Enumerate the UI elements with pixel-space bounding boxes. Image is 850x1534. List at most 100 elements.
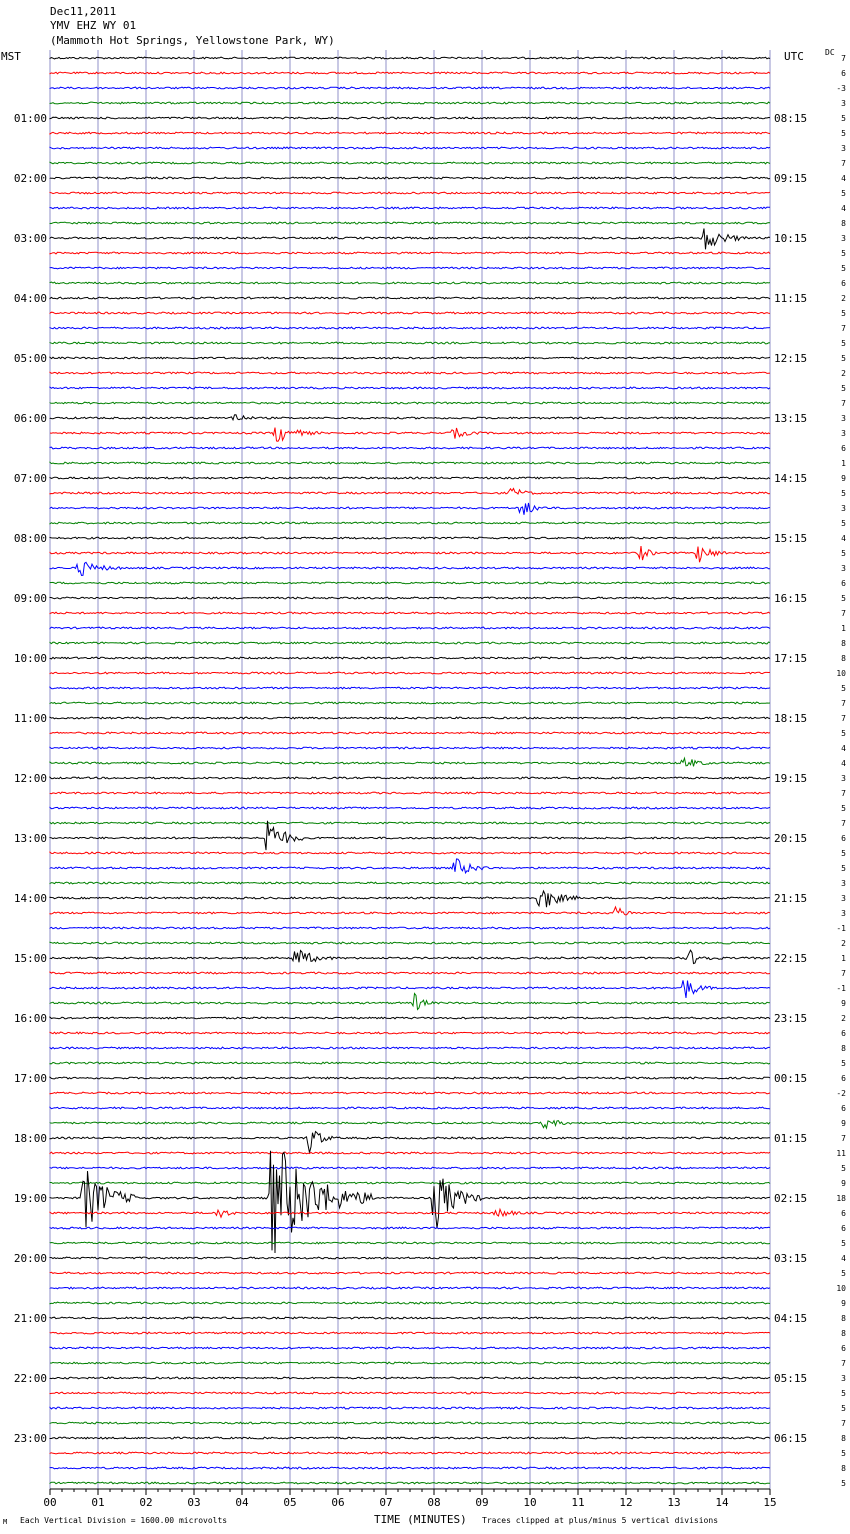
trace-line — [49, 806, 771, 810]
trace-line — [49, 1286, 771, 1290]
trace-line — [49, 296, 771, 300]
dc-offset-label: 8 — [841, 654, 846, 663]
dc-offset-label: -1 — [836, 924, 846, 933]
dc-offset-label: 6 — [841, 1224, 846, 1233]
mst-hour-label: 02:00 — [14, 172, 47, 185]
station-code: YMV EHZ WY 01 — [50, 19, 137, 32]
dc-offset-label: 8 — [841, 639, 846, 648]
dc-offset-label: 5 — [841, 849, 846, 858]
trace-line — [49, 101, 771, 105]
dc-offset-label: 3 — [841, 99, 846, 108]
dc-offset-label: 7 — [841, 609, 846, 618]
dc-offset-label: 4 — [841, 1254, 846, 1263]
trace-line — [49, 1421, 771, 1425]
trace-line — [49, 881, 771, 885]
dc-axis-title: DC — [825, 48, 835, 57]
dc-offset-label: 5 — [841, 339, 846, 348]
dc-offset-label: 6 — [841, 444, 846, 453]
trace-line — [49, 1301, 771, 1305]
trace-line — [49, 1481, 770, 1485]
trace-line — [49, 889, 771, 908]
x-tick-label: 13 — [667, 1496, 680, 1509]
trace-line — [49, 161, 771, 165]
utc-hour-label: 11:15 — [774, 292, 807, 305]
utc-hour-label: 13:15 — [774, 412, 807, 425]
utc-hour-label: 15:15 — [774, 532, 807, 545]
mst-hour-label: 11:00 — [14, 712, 47, 725]
trace-line — [49, 1015, 771, 1020]
utc-hour-label: 19:15 — [774, 772, 807, 785]
utc-hour-label: 21:15 — [774, 892, 807, 905]
mst-hour-label: 07:00 — [14, 472, 47, 485]
x-tick-label: 07 — [379, 1496, 392, 1509]
trace-line — [49, 1181, 771, 1185]
mst-hour-label: 09:00 — [14, 592, 47, 605]
dc-offset-label: 7 — [841, 789, 846, 798]
grid-lines — [49, 50, 771, 1495]
dc-offset-label: 9 — [841, 999, 846, 1008]
mst-hour-label: 23:00 — [14, 1432, 47, 1445]
dc-offset-label: 9 — [841, 474, 846, 483]
dc-offset-label: 8 — [841, 1044, 846, 1053]
x-tick-label: 03 — [187, 1496, 200, 1509]
trace-line — [49, 1150, 771, 1254]
mst-hour-label: 06:00 — [14, 412, 47, 425]
mst-hour-label: 20:00 — [14, 1252, 47, 1265]
trace-line — [49, 1106, 771, 1110]
trace-line — [49, 1436, 771, 1440]
trace-line — [49, 941, 771, 945]
trace-line — [49, 546, 771, 563]
dc-offset-label: 3 — [841, 564, 846, 573]
dc-offset-label: 5 — [841, 519, 846, 528]
trace-line — [49, 536, 771, 540]
dc-offset-label: 7 — [841, 969, 846, 978]
trace-line — [49, 686, 771, 690]
trace-line — [49, 980, 771, 998]
trace-line — [49, 671, 771, 675]
dc-offset-label: 7 — [841, 819, 846, 828]
dc-offset-label: 8 — [841, 1434, 846, 1443]
trace-line — [49, 858, 771, 875]
trace-line — [49, 146, 771, 150]
trace-line — [49, 731, 771, 735]
utc-hour-label: 01:15 — [774, 1132, 807, 1145]
dc-offset-label: 5 — [841, 1404, 846, 1413]
mst-hour-label: 19:00 — [14, 1192, 47, 1205]
trace-line — [49, 206, 771, 210]
trace-line — [49, 281, 771, 285]
trace-line — [49, 476, 771, 480]
dc-offset-label: 5 — [841, 594, 846, 603]
dc-offset-label: 10 — [836, 669, 846, 678]
utc-hour-label: 17:15 — [774, 652, 807, 665]
trace-line — [49, 791, 771, 795]
x-tick-label: 10 — [523, 1496, 536, 1509]
trace-line — [49, 926, 771, 930]
dc-offset-label: 7 — [841, 699, 846, 708]
trace-line — [49, 641, 771, 645]
mst-hour-label: 21:00 — [14, 1312, 47, 1325]
dc-offset-label: -1 — [836, 984, 846, 993]
trace-line — [49, 446, 771, 450]
dc-offset-label: 6 — [841, 1344, 846, 1353]
mst-hour-label: 16:00 — [14, 1012, 47, 1025]
trace-line — [49, 1151, 771, 1155]
trace-line — [49, 1130, 770, 1153]
station-location: (Mammoth Hot Springs, Yellowstone Park, … — [50, 34, 335, 47]
dc-offset-label: 5 — [841, 804, 846, 813]
dc-offset-label: 3 — [841, 909, 846, 918]
x-tick-label: 14 — [715, 1496, 729, 1509]
dc-offset-label: 2 — [841, 369, 846, 378]
dc-offset-label: 9 — [841, 1119, 846, 1128]
trace-line — [49, 1451, 771, 1455]
trace-line — [49, 311, 771, 315]
dc-offset-label: 9 — [841, 1179, 846, 1188]
scale-note: Each Vertical Division = 1600.00 microvo… — [20, 1516, 228, 1525]
utc-hour-label: 10:15 — [774, 232, 807, 245]
dc-offset-label: 6 — [841, 69, 846, 78]
trace-line — [49, 1361, 771, 1365]
trace-line — [49, 1031, 771, 1035]
trace-line — [49, 427, 771, 442]
dc-offset-label: 8 — [841, 219, 846, 228]
dc-offset-label: 18 — [836, 1194, 846, 1203]
utc-hour-label: 08:15 — [774, 112, 807, 125]
